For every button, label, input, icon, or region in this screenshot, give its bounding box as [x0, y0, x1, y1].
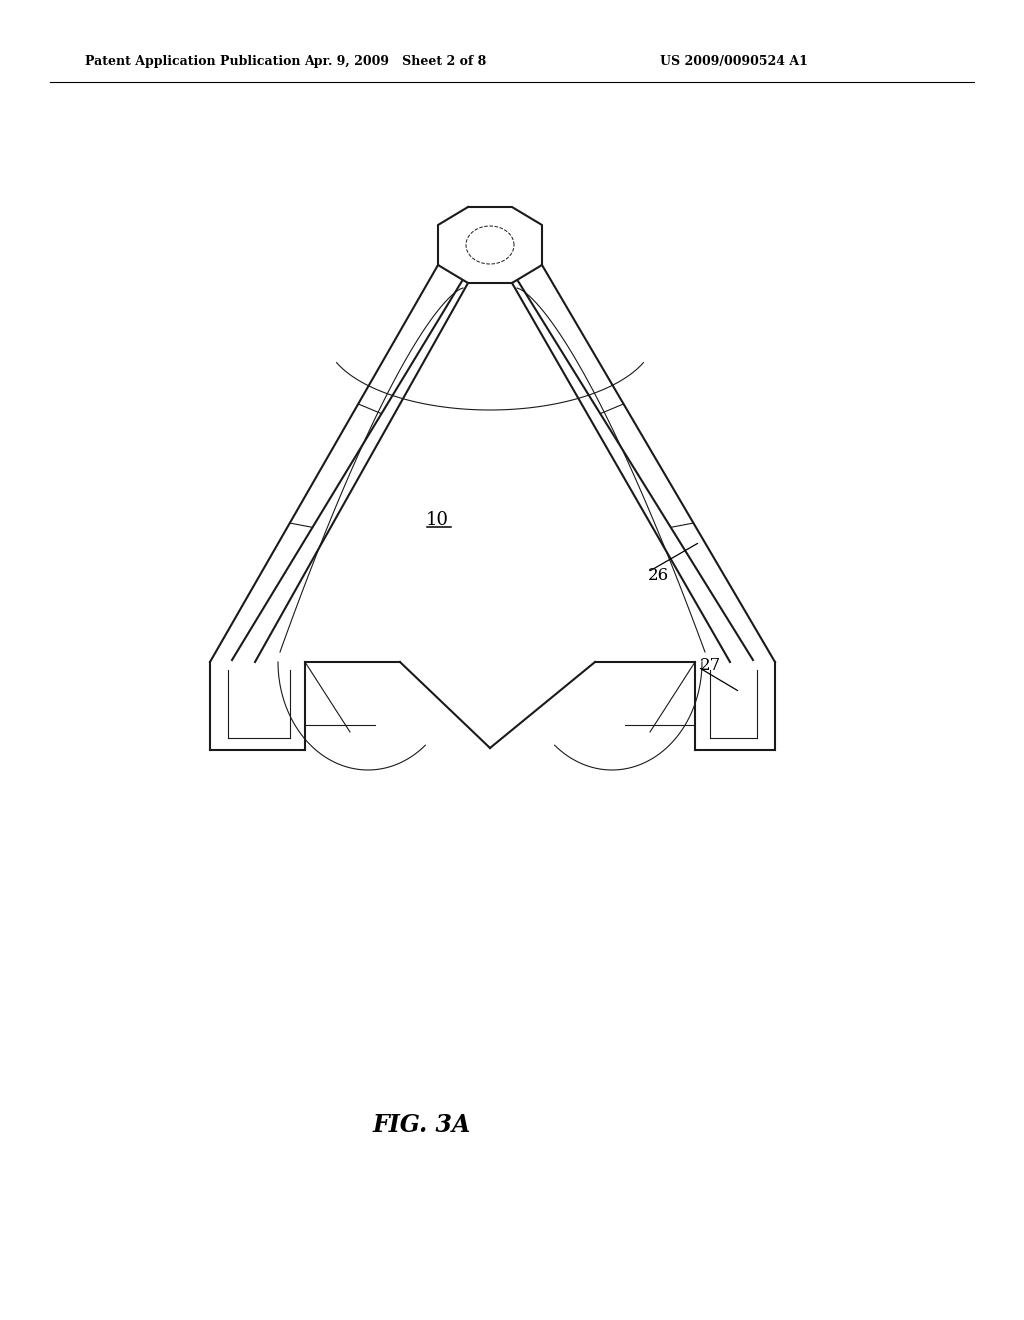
- Text: Patent Application Publication: Patent Application Publication: [85, 55, 300, 69]
- Text: 27: 27: [700, 656, 721, 673]
- Text: Apr. 9, 2009   Sheet 2 of 8: Apr. 9, 2009 Sheet 2 of 8: [304, 55, 486, 69]
- Text: 26: 26: [648, 566, 669, 583]
- Text: US 2009/0090524 A1: US 2009/0090524 A1: [660, 55, 808, 69]
- Text: FIG. 3A: FIG. 3A: [373, 1113, 471, 1137]
- Text: 10: 10: [426, 511, 449, 529]
